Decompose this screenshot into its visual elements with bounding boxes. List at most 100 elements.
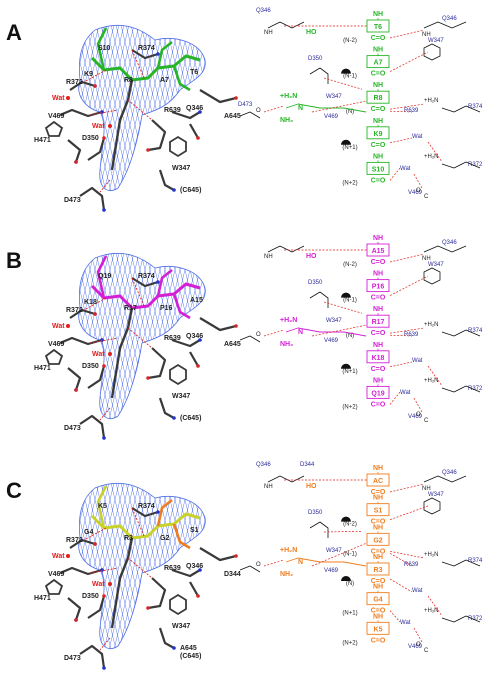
receptor-label-W347_right: W347 [428,38,444,44]
nh-label: NH [264,254,273,260]
receptor-label-D350: D350 [308,510,323,516]
protein-stick [87,365,106,389]
hbond-dash [311,324,367,337]
receptor-arg [441,559,481,567]
mesh-line [174,253,206,419]
water-atom [108,352,112,356]
mesh-line [204,253,206,419]
backbone-nh: NH [373,342,383,349]
receptor-label-W347_right: W347 [428,492,444,498]
hbond-dash [413,627,423,643]
residue-box-label: AC [373,478,383,485]
residue-label: D473 [64,425,81,432]
water-label: Wat [52,553,65,560]
hbond-dash [389,578,413,593]
sidechain-stub [267,475,305,483]
histidine-ring [44,348,64,365]
backbone-nh: NH [373,465,383,472]
hbond-dash [389,137,413,144]
mesh-line [78,25,96,191]
atom [196,594,200,598]
hbond-dash [389,483,425,493]
mesh-line [174,253,206,419]
ho-label: HO [306,483,317,490]
receptor-label-W347_right: W347 [428,262,444,268]
protein-stick [171,338,201,348]
mesh-line [210,0,270,250]
mesh-line [215,0,275,250]
atom [74,618,78,622]
receptor-label-V469: V469 [324,568,339,574]
nh-label: NH [422,486,431,492]
hbond-dash [413,397,423,413]
hbond-dash [389,110,413,113]
residue-label: Q346 [186,563,203,570]
receptor-label-R374: R374 [468,328,483,334]
hbond-dash [311,100,367,113]
nh-label: NH [422,32,431,38]
o-label: O [416,642,421,648]
mesh-line [199,25,206,191]
mesh-line [189,253,206,419]
mesh-line [169,25,206,191]
receptor-label-W347: W347 [326,94,342,100]
ligand-sidechain [172,65,191,92]
residue-box-label: R17 [372,319,385,326]
pocket-marker [341,576,351,581]
ligand-sidechain [172,523,191,550]
mesh-line [99,25,161,191]
hbond-dash [127,99,153,121]
receptor-label-V469_low: V469 [408,644,423,650]
position-label: (N+2) [342,640,357,646]
hbond-dash [99,637,111,651]
tryptophan-ring [169,363,187,386]
schematic-panel-A: NH T6 C=O NH A7 C=O NH R8 C=O NH K9 C=O NH S10 C=O (N-2… [238,8,483,200]
sidechain-stub [423,475,467,483]
backbone-co: C=O [371,519,386,526]
receptor-label-D473: D473 [238,102,253,108]
water-label: Wat [52,95,65,102]
backbone-co: C=O [371,106,386,113]
nh2-label: +H₂N [424,322,439,328]
residue-box-label: Q19 [371,390,384,397]
mesh-line [15,0,75,250]
density-mesh [78,253,206,419]
pocket-marker [341,363,351,369]
receptor-label-D350: D350 [308,280,323,286]
water-atom [66,554,70,558]
hbond-dash [413,173,423,189]
mesh-line [99,483,161,649]
mesh-line [114,253,176,419]
protein-stick [199,317,237,332]
residue-label: (C645) [180,653,201,660]
hbond-dash [127,327,153,349]
atom [172,646,176,650]
atom [198,568,202,572]
nh2-label: +H₂N [424,378,439,384]
mesh-line [164,25,206,191]
mesh-line [78,253,116,419]
backbone-nh: NH [373,584,383,591]
residue-label: R372 [66,79,83,86]
indole-ring [423,497,441,515]
receptor-arg [441,161,481,169]
hbond-dash [427,141,443,163]
mesh-line [129,25,191,191]
residue-label: R372 [66,307,83,314]
residue-box-label: T6 [374,24,382,31]
hbond-dash [389,334,413,337]
arg-chain [285,103,367,113]
position-label: (N) [346,581,354,587]
protein-stick [79,644,106,669]
sidechain-stub [267,21,305,29]
receptor-label-R374: R374 [468,104,483,110]
ligand-sidechain [96,255,108,299]
backbone-nh: NH [373,271,383,278]
residue-label: Q346 [186,333,203,340]
backbone-co: C=O [371,548,386,555]
atom [198,110,202,114]
residue-label: A645 [180,645,197,652]
mesh-line [124,253,186,419]
backbone-co: C=O [371,578,386,585]
mesh-line [78,483,121,649]
